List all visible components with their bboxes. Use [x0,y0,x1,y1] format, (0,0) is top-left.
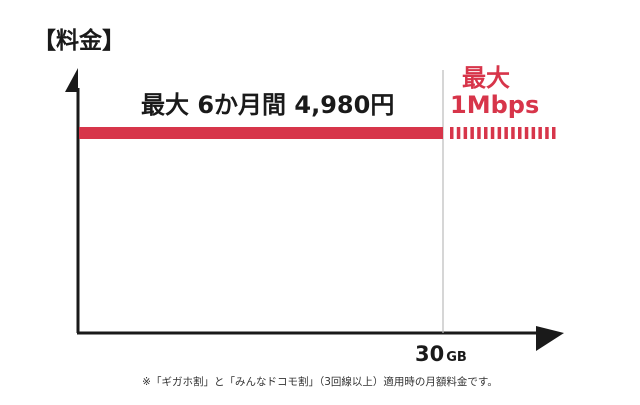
throttled-dash-segment [450,127,454,139]
chart-title: 【料金】 [33,27,125,54]
y-axis-arrow-icon [65,68,78,92]
throttled-dash-segment [518,127,522,139]
throttled-series-label-line2: 1Mbps [450,91,539,119]
throttled-dash-segment [463,127,468,139]
throttled-dash-segment [477,127,481,139]
throttled-dash-segment [538,127,542,139]
throttled-dash-segment [552,127,556,139]
footnote: ※「ギガホ割」と「みんなドコモ割」（3回線以上）適用時の月額料金です。 [142,375,498,388]
throttled-dash-segment [456,127,461,139]
x-axis-arrow-icon [536,326,564,351]
throttled-series-label-line1: 最大 [462,64,510,92]
throttled-dash-segment [545,127,549,139]
throttled-series-dashed-line [450,127,556,139]
x-tick-label-30gb: 30 GB [415,342,467,366]
throttled-dash-segment [484,127,488,139]
x-tick-value: 30 [415,342,444,366]
throttled-dash-segment [511,127,515,139]
throttled-dash-segment [497,127,502,139]
throttled-dash-segment [490,127,495,139]
throttled-dash-segment [504,127,508,139]
throttled-dash-segment [524,127,529,139]
throttled-dash-segment [531,127,536,139]
price-series-label: 最大 6か月間 4,980円 [141,91,394,119]
x-tick-unit: GB [446,350,467,365]
throttled-dash-segment [470,127,474,139]
price-series-solid-line [79,127,443,139]
